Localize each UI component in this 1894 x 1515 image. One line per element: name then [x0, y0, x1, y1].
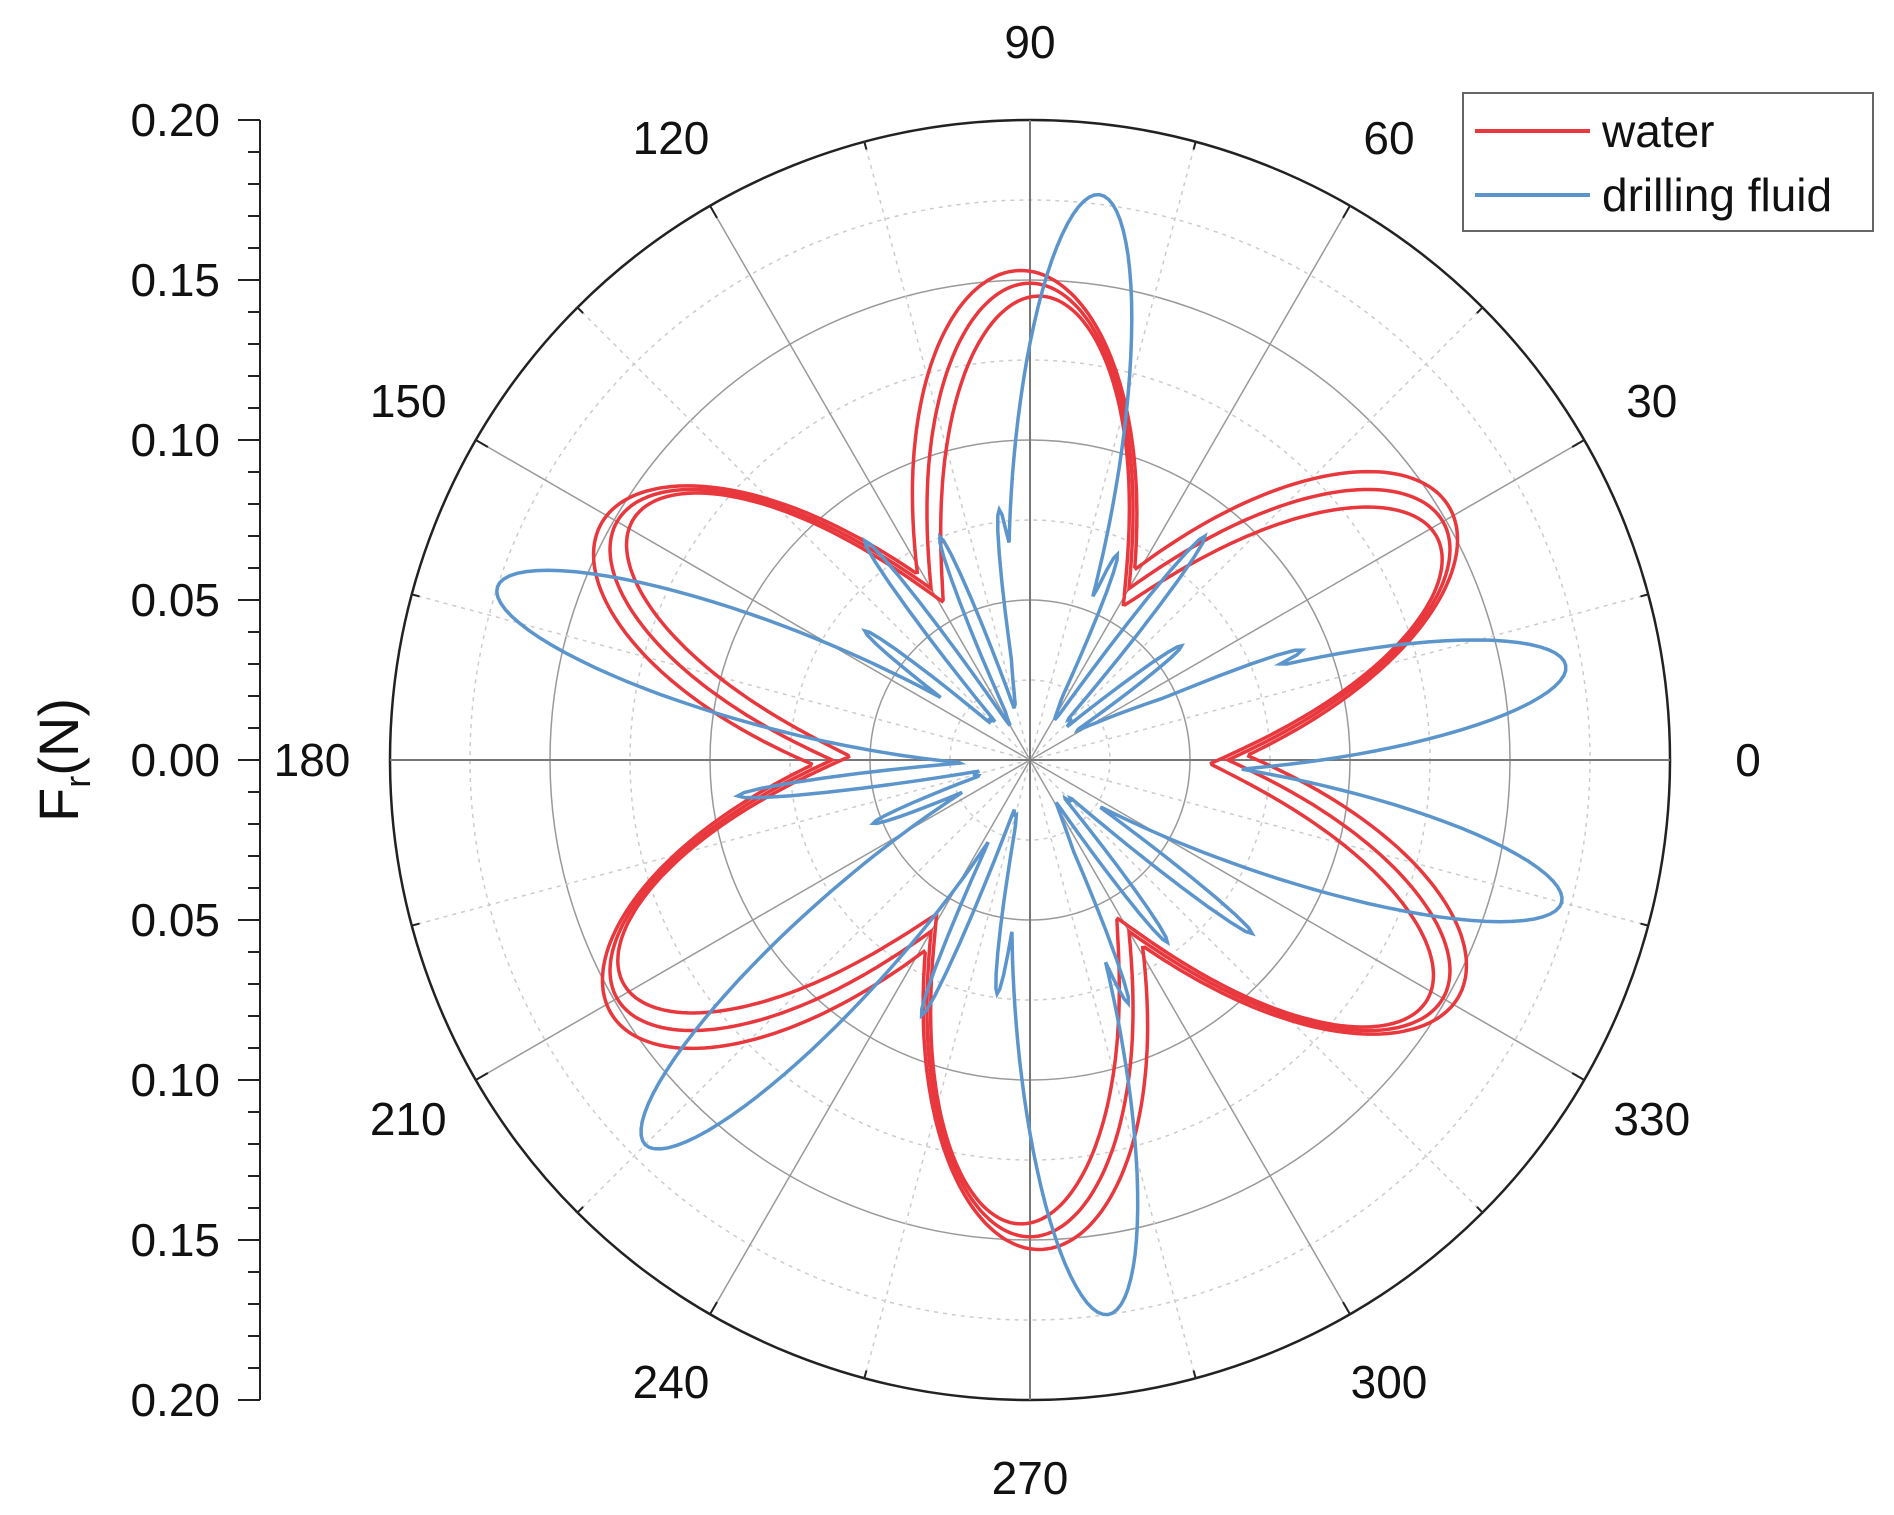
- radial-tick-label: 0.00: [130, 734, 220, 786]
- angle-tick-label: 300: [1351, 1356, 1428, 1408]
- angle-tick: [709, 205, 718, 219]
- angle-tick: [1571, 439, 1585, 448]
- angle-tick: [709, 1301, 718, 1315]
- legend-box: [1462, 92, 1874, 232]
- angle-tick: [1571, 1072, 1585, 1081]
- radial-tick-label: 0.05: [130, 894, 220, 946]
- grid-spoke: [1029, 759, 1197, 1379]
- grid-spoke: [709, 205, 1031, 761]
- angle-tick-label: 60: [1363, 112, 1414, 164]
- legend: water drilling fluid: [1462, 92, 1874, 232]
- grid-spoke: [863, 759, 1031, 1379]
- angle-tick: [576, 306, 584, 314]
- water-trace: [608, 281, 1452, 1239]
- water-trace: [616, 294, 1444, 1226]
- grid-spoke: [576, 306, 1031, 761]
- y-axis-label-main: F: [27, 788, 90, 822]
- grid-spoke: [1029, 759, 1484, 1214]
- angle-tick: [475, 439, 489, 448]
- grid-spoke: [576, 759, 1031, 1214]
- angle-tick-label: 180: [274, 734, 351, 786]
- angle-tick: [1476, 306, 1484, 314]
- angle-tick: [576, 1206, 584, 1214]
- grid-spoke: [1029, 439, 1585, 761]
- y-axis-label: Fr(N): [27, 698, 98, 822]
- grid-spoke: [1029, 759, 1585, 1081]
- angle-tick: [1640, 593, 1649, 598]
- radial-axis: 0.20 0.15 0.10 0.05 0.00 0.05 0.10 0.15 0.20: [130, 94, 261, 1426]
- grid-spoke: [1029, 759, 1351, 1315]
- radial-tick-label: 0.05: [130, 574, 220, 626]
- radial-tick-label: 0.15: [130, 254, 220, 306]
- angle-tick: [1192, 141, 1197, 150]
- grid-spoke: [411, 759, 1031, 927]
- legend-label-water: water: [1601, 105, 1714, 157]
- angle-tick-labels: 0 30 60 90 120 150 180 210 240 270 300 330: [274, 16, 1761, 1504]
- angle-tick: [863, 1370, 868, 1379]
- angle-tick: [1342, 205, 1351, 219]
- angle-tick: [411, 922, 420, 927]
- grid-spoke: [1029, 141, 1197, 761]
- angle-tick-label: 90: [1004, 16, 1055, 68]
- angle-tick-label: 240: [633, 1356, 710, 1408]
- radial-tick-label: 0.10: [130, 1054, 220, 1106]
- grid-spoke: [1029, 205, 1351, 761]
- polar-grid: [388, 118, 1672, 1402]
- grid-spoke: [1029, 593, 1649, 761]
- y-axis-label-unit: (N): [27, 698, 90, 776]
- angle-tick: [1640, 922, 1649, 927]
- y-axis-label-subscript: r: [57, 776, 98, 788]
- grid-spoke: [1029, 759, 1649, 927]
- angle-tick: [863, 141, 868, 150]
- radial-tick-label: 0.20: [130, 94, 220, 146]
- svg-text:Fr(N): Fr(N): [27, 698, 98, 822]
- series-drilling-fluid: [495, 192, 1568, 1317]
- angle-tick: [1192, 1370, 1197, 1379]
- grid-spoke: [475, 439, 1031, 761]
- radial-tick-label: 0.10: [130, 414, 220, 466]
- angle-tick: [1342, 1301, 1351, 1315]
- angle-tick-label: 120: [633, 112, 710, 164]
- grid-spoke: [863, 141, 1031, 761]
- grid-spoke: [709, 759, 1031, 1315]
- angle-tick-label: 210: [370, 1093, 447, 1145]
- series-water: [591, 268, 1469, 1252]
- angle-tick-label: 330: [1613, 1093, 1690, 1145]
- grid-spoke: [1029, 306, 1484, 761]
- angle-tick: [411, 593, 420, 598]
- angle-tick-label: 270: [992, 1452, 1069, 1504]
- angle-tick-label: 0: [1735, 734, 1761, 786]
- drilling-fluid-trace: [495, 192, 1568, 1317]
- grid-spoke: [411, 593, 1031, 761]
- radial-tick-label: 0.20: [130, 1374, 220, 1426]
- legend-label-drilling-fluid: drilling fluid: [1602, 169, 1832, 221]
- angle-tick: [1476, 1206, 1484, 1214]
- angle-tick: [475, 1072, 489, 1081]
- water-trace: [591, 268, 1469, 1252]
- grid-spoke: [475, 759, 1031, 1081]
- angle-tick-label: 150: [370, 375, 447, 427]
- radial-tick-label: 0.15: [130, 1214, 220, 1266]
- angle-tick-label: 30: [1626, 375, 1677, 427]
